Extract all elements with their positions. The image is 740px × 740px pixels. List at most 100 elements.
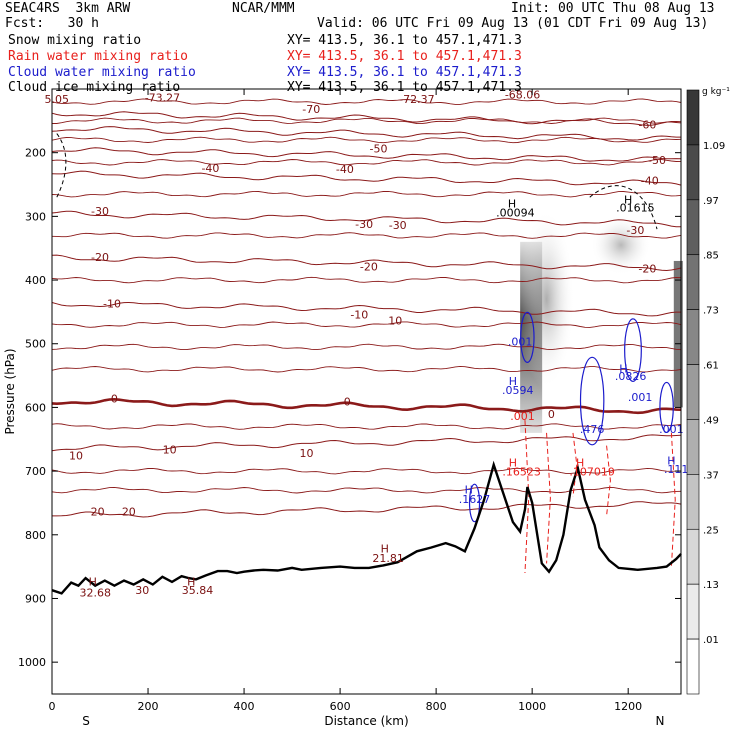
contour-label: .001: [628, 391, 653, 404]
axes: 0 200 400 600 800 1000 12002003004005006007008…: [3, 89, 681, 728]
isotherm-minor: [51, 343, 682, 351]
colorbar: .01 .13 .25 .37 .49 .61 .73 .85 .97 1.09 g kg⁻¹: [686, 87, 730, 695]
contour-label: .1627: [459, 493, 491, 506]
contour-label: H: [465, 483, 473, 496]
isotherm-minor: [51, 98, 682, 105]
hydrometeor-shading: [518, 209, 683, 433]
x-tick-label: 800: [426, 700, 447, 713]
rain-contour: [670, 432, 676, 567]
isotherm--10: [51, 301, 681, 317]
organization: NCAR/MMM: [232, 1, 295, 16]
y-tick-label: 400: [25, 274, 46, 287]
colorbar-swatch: [686, 474, 700, 530]
contour-label: 32.68: [79, 587, 111, 600]
contour-label: -40: [336, 163, 354, 176]
contour-label: 30: [135, 584, 149, 597]
colorbar-label: .97: [703, 196, 719, 207]
isotherm--20: [51, 254, 682, 272]
colorbar-label: .25: [703, 525, 719, 536]
ice-column: [673, 260, 683, 408]
contour-label: .0594: [502, 384, 534, 397]
x-tick-label: 0: [49, 700, 56, 713]
contour-label: -20: [638, 262, 656, 275]
contour-label: -70: [302, 103, 320, 116]
field-label-rain: Rain water mixing ratio: [8, 49, 189, 64]
isotherm-minor: [51, 321, 682, 328]
isotherm-minor: [51, 232, 682, 239]
contour-label: 10: [163, 443, 177, 456]
y-tick-label: 200: [25, 147, 46, 160]
x-tick-label: 1200: [614, 700, 642, 713]
snow-contour: [56, 133, 67, 198]
contour-label: 21.81: [372, 552, 404, 565]
colorbar-swatch: [686, 583, 700, 640]
x-tick-label: 200: [138, 700, 159, 713]
colorbar-swatch: [686, 89, 700, 146]
isotherm-minor: [51, 423, 682, 430]
plot-border: [51, 88, 682, 695]
colorbar-label: 1.09: [703, 141, 725, 152]
x-tick-label: 600: [330, 700, 351, 713]
colorbar-label: .85: [703, 251, 719, 262]
colorbar-label: .61: [703, 361, 719, 372]
isotherm-20: [52, 501, 682, 518]
contour-label: 10: [69, 450, 83, 463]
contour-label: -50: [370, 143, 388, 156]
colorbar-swatch: [686, 144, 700, 201]
rain-contour: [546, 432, 551, 564]
contour-label: -30: [626, 224, 644, 237]
y-tick-label: 500: [25, 338, 46, 351]
colorbar-swatch: [686, 419, 700, 475]
contour-label: H: [187, 576, 195, 589]
y-axis-label: Pressure (hPa): [3, 348, 17, 434]
contour-label: -60: [638, 118, 656, 131]
colorbar-swatch: [686, 528, 700, 585]
colorbar-label: .37: [703, 470, 719, 481]
contour-label: -68.06: [505, 89, 540, 102]
x-tick-label: 1000: [518, 700, 546, 713]
x-axis-label: Distance (km): [324, 714, 408, 728]
contour-annotations: -73.27 -72.37 -68.06 5.05 -70 -60 -50 -50 -40 -40…: [45, 89, 689, 600]
contour-label: 0: [548, 408, 555, 421]
isotherm-minor: [51, 159, 682, 166]
contour-label: 0: [344, 396, 351, 409]
y-tick-label: 300: [25, 210, 46, 223]
y-tick-label: 700: [25, 465, 46, 478]
x-end-label-right: N: [656, 714, 665, 728]
contour-label: -20: [91, 251, 109, 264]
isotherm--60: [51, 126, 681, 141]
contour-label: 35.84: [182, 584, 214, 597]
isotherm-minor: [51, 365, 682, 373]
contour-label: H: [89, 576, 97, 589]
model-title: SEAC4RS 3km ARW: [5, 1, 131, 16]
valid-time: Valid: 06 UTC Fri 09 Aug 13 (01 CDT Fri …: [317, 16, 709, 31]
contour-label: .001: [659, 423, 684, 436]
contour-label: -50: [648, 154, 666, 167]
isotherm--50: [51, 147, 682, 162]
forecast-hour: Fcst: 30 h: [5, 16, 99, 31]
colorbar-label: .73: [703, 306, 719, 317]
cloud-water-contour: [468, 483, 481, 523]
contour-label: H: [624, 194, 632, 207]
terrain-line: [51, 460, 682, 595]
contour-label: H: [667, 455, 675, 468]
colorbar-label: .01: [703, 635, 719, 646]
contour-label: H: [576, 457, 584, 470]
contour-label: 10: [388, 315, 402, 328]
contour-label: -73.27: [145, 92, 180, 105]
x-end-label-left: S: [82, 714, 90, 728]
terrain-outline: [51, 460, 682, 595]
contour-label: -20: [360, 261, 378, 274]
snow-plume-halo: [518, 209, 575, 390]
contour-label: .00094: [496, 206, 535, 219]
isotherm-minor: [51, 190, 682, 198]
isotherm-minor: [52, 117, 682, 125]
isotherm-minor: [51, 276, 682, 284]
cloud-water-contour: [579, 356, 605, 446]
contour-label: 20: [122, 506, 136, 519]
rain-contour: [524, 420, 530, 574]
colorbar-swatch: [686, 254, 700, 310]
hydrometeor-contours: [56, 133, 676, 574]
contour-label: .16523: [502, 466, 541, 479]
